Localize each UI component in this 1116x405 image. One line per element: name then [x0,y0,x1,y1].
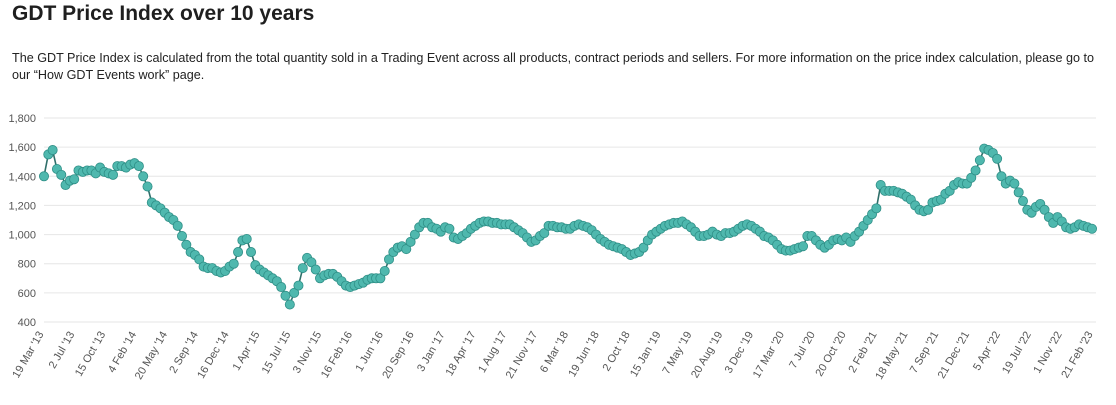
data-point[interactable] [181,239,192,250]
x-tick-label: 1 Apr '15 [231,330,263,373]
x-tick-label: 4 Feb '14 [106,330,139,375]
x-tick-label: 15 Oct '13 [73,330,108,379]
data-point[interactable] [276,282,287,293]
data-point[interactable] [974,155,985,166]
x-tick-label: 5 Apr '22 [971,330,1003,373]
data-point[interactable] [1013,187,1024,198]
y-tick-label: 1,800 [8,113,36,125]
x-tick-label: 19 Jul '22 [1000,330,1034,376]
data-point[interactable] [289,287,300,298]
x-tick-label: 15 Jul '15 [260,330,294,376]
page-title: GDT Price Index over 10 years [12,2,315,25]
data-point[interactable] [172,220,183,231]
data-point[interactable] [996,171,1007,182]
data-point[interactable] [56,169,67,180]
data-point[interactable] [233,247,244,258]
x-tick-label: 3 Dec '19 [723,330,756,376]
x-tick-label: 7 Sep '21 [908,330,941,376]
data-point[interactable] [992,153,1003,164]
x-tick-label: 2 Feb '21 [846,330,879,375]
data-point[interactable] [871,203,882,214]
y-tick-label: 1,200 [8,200,36,212]
y-tick-label: 1,000 [8,230,36,242]
data-point[interactable] [228,258,239,269]
data-point[interactable] [923,204,934,215]
x-tick-label: 19 Jun '18 [566,330,602,380]
data-point[interactable] [1039,204,1050,215]
data-point[interactable] [405,236,416,247]
y-axis: 400 600 800 1,000 1,200 1,400 1,600 1,800 [8,113,36,329]
x-tick-label: 3 Nov '15 [291,330,324,376]
x-tick-label: 21 Dec '21 [936,330,973,381]
data-point[interactable] [798,241,809,252]
data-point[interactable] [1017,196,1028,207]
data-point[interactable] [241,233,252,244]
x-tick-label: 2 Oct '18 [601,330,633,374]
y-tick-label: 400 [18,317,36,329]
data-point[interactable] [444,223,455,234]
data-point[interactable] [297,263,308,274]
data-point[interactable] [970,165,981,176]
x-tick-label: 17 Mar '20 [751,330,787,381]
data-point[interactable] [133,161,144,172]
x-tick-label: 20 Oct '20 [813,330,848,379]
data-point[interactable] [1087,223,1098,234]
data-point[interactable] [108,169,119,180]
data-point[interactable] [39,171,50,182]
data-point[interactable] [379,265,390,276]
x-tick-label: 7 Jul '20 [787,330,818,371]
x-tick-label: 3 Jan '17 [415,330,448,374]
data-point[interactable] [409,229,420,240]
x-tick-label: 6 Mar '18 [538,330,571,375]
data-point[interactable] [384,254,395,265]
x-tick-label: 18 Apr '17 [444,330,479,379]
x-tick-label: 2 Jul '13 [47,330,78,371]
x-tick-label: 16 Feb '16 [319,330,355,381]
x-tick-label: 21 Nov '17 [504,330,541,381]
x-tick-label: 2 Sep '14 [167,330,200,376]
x-tick-label: 16 Dec '14 [195,330,232,381]
y-tick-label: 600 [18,288,36,300]
x-tick-label: 1 Nov '22 [1031,330,1064,376]
data-points [39,143,1098,310]
data-point[interactable] [142,181,153,192]
x-tick-label: 18 May '21 [873,330,910,382]
x-tick-label: 20 Sep '16 [380,330,417,381]
data-point[interactable] [966,172,977,183]
chart-description: The GDT Price Index is calculated from t… [12,51,1094,82]
x-tick-label: 15 Jan '19 [628,330,664,380]
data-point[interactable] [138,171,149,182]
data-point[interactable] [539,228,550,239]
data-point[interactable] [69,174,80,185]
x-tick-label: 20 May '14 [133,330,170,382]
data-point[interactable] [401,244,412,255]
data-point[interactable] [310,264,321,275]
x-tick-label: 7 May '19 [660,330,694,377]
y-tick-label: 1,400 [8,171,36,183]
x-tick-label: 1 Jun '16 [353,330,386,374]
x-tick-label: 1 Aug '17 [476,330,509,375]
y-tick-label: 800 [18,259,36,271]
y-tick-label: 1,600 [8,142,36,154]
data-point[interactable] [194,254,205,265]
x-tick-label: 19 Mar '13 [10,330,46,381]
x-tick-label: 20 Aug '19 [689,330,725,381]
x-tick-label: 21 Feb '23 [1059,330,1095,381]
data-point[interactable] [306,257,317,268]
data-point[interactable] [1009,178,1020,189]
gridlines [44,117,1096,323]
data-point[interactable] [375,273,386,284]
data-point[interactable] [47,145,58,156]
data-point[interactable] [246,247,257,258]
data-point[interactable] [284,299,295,310]
data-point[interactable] [293,280,304,291]
data-point[interactable] [280,290,291,301]
data-point[interactable] [638,242,649,253]
data-point[interactable] [177,231,188,242]
